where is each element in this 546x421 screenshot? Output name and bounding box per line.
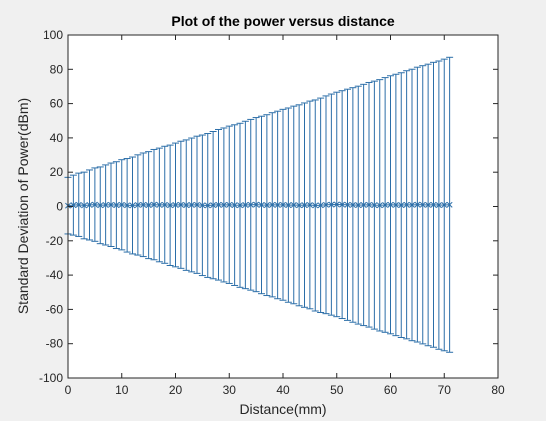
- data-point-marker: [366, 201, 372, 208]
- x-tick-label: 70: [438, 383, 452, 397]
- data-point-marker: [172, 202, 179, 208]
- x-tick-label: 10: [115, 383, 129, 397]
- mean-line: [67, 203, 450, 207]
- y-tick-label: 80: [50, 62, 64, 76]
- data-point-marker: [344, 201, 351, 208]
- data-point-marker: [177, 201, 184, 208]
- data-point-marker: [194, 201, 200, 208]
- data-point-marker: [274, 202, 281, 208]
- data-point-marker: [285, 202, 292, 209]
- data-point-marker: [81, 202, 88, 209]
- data-point-marker: [220, 202, 227, 208]
- x-tick-label: 60: [384, 383, 398, 397]
- data-point-marker: [409, 202, 415, 208]
- data-point-marker: [242, 202, 249, 208]
- x-tick-label: 0: [65, 383, 72, 397]
- data-point-marker: [226, 201, 233, 208]
- data-point-marker: [237, 202, 243, 209]
- data-point-marker: [392, 202, 399, 208]
- x-tick-label: 80: [491, 383, 505, 397]
- data-point-marker: [97, 202, 104, 209]
- data-point-marker: [253, 201, 260, 208]
- data-point-marker: [323, 201, 329, 208]
- y-tick-label: 60: [50, 97, 64, 111]
- data-point-marker: [414, 201, 421, 208]
- y-tick-label: -60: [46, 302, 64, 316]
- data-point-marker: [355, 202, 362, 209]
- data-point-marker: [339, 201, 346, 208]
- data-point-marker: [258, 202, 265, 208]
- data-point-marker: [263, 202, 270, 209]
- data-point-marker: [199, 202, 206, 209]
- data-point-marker: [204, 202, 211, 209]
- data-point-marker: [145, 202, 152, 209]
- data-point-marker: [425, 202, 432, 208]
- data-point-marker: [430, 201, 437, 208]
- y-tick-label: 40: [50, 131, 64, 145]
- data-point-marker: [167, 202, 174, 209]
- data-point-marker: [446, 201, 453, 208]
- data-point-marker: [317, 202, 324, 209]
- x-tick-label: 50: [330, 383, 344, 397]
- y-axis-label: Standard Deviation of Power(dBm): [15, 98, 31, 314]
- x-axis-label: Distance(mm): [239, 401, 326, 417]
- data-point-marker: [91, 201, 98, 208]
- data-point-marker: [113, 202, 120, 209]
- axes: 0 10 20 30 40 50 60 70 80 -100 -80 -60 -40 -20 0 20 40 60…: [39, 28, 505, 397]
- x-tick-label: 40: [276, 383, 290, 397]
- data-series: [64, 56, 454, 353]
- y-tick-label: 20: [50, 165, 64, 179]
- data-point-marker: [140, 201, 147, 208]
- data-point-marker: [210, 202, 217, 209]
- data-point-marker: [371, 202, 378, 209]
- data-point-marker: [398, 202, 405, 209]
- data-point-marker: [118, 201, 125, 208]
- data-point-marker: [269, 201, 276, 208]
- y-tick-label: -20: [46, 234, 64, 248]
- y-tick-label: -40: [46, 268, 64, 282]
- data-point-marker: [102, 202, 109, 208]
- data-point-marker: [86, 202, 93, 208]
- y-tick-label: -80: [46, 337, 64, 351]
- data-point-marker: [441, 202, 448, 208]
- data-point-marker: [231, 202, 238, 209]
- data-point-marker: [296, 202, 303, 209]
- data-point-marker: [188, 202, 195, 208]
- data-point-marker: [183, 202, 190, 209]
- data-point-marker: [124, 202, 131, 209]
- data-point-marker: [382, 202, 389, 208]
- data-point-marker: [129, 202, 136, 209]
- data-point-marker: [328, 201, 335, 208]
- data-point-marker: [387, 201, 394, 208]
- data-point-marker: [312, 202, 319, 209]
- data-point-marker: [247, 201, 254, 208]
- data-point-marker: [108, 201, 114, 208]
- x-tick-label: 30: [223, 383, 237, 397]
- data-point-marker: [156, 202, 163, 208]
- data-point-marker: [301, 202, 308, 209]
- y-tick-label: 100: [43, 28, 63, 42]
- data-point-marker: [333, 201, 340, 208]
- data-point-marker: [290, 202, 297, 208]
- data-point-marker: [134, 202, 141, 208]
- data-point-marker: [161, 201, 168, 208]
- data-point-marker: [360, 202, 367, 208]
- data-point-marker: [435, 202, 442, 209]
- data-point-marker: [349, 202, 356, 208]
- data-point-marker: [215, 201, 222, 208]
- y-tick-label: 0: [56, 200, 63, 214]
- data-point-marker: [280, 201, 286, 208]
- data-point-marker: [151, 201, 157, 208]
- data-point-marker: [419, 201, 426, 208]
- data-point-marker: [376, 202, 383, 209]
- y-tick-label: -100: [39, 371, 63, 385]
- data-point-marker: [75, 201, 82, 208]
- chart-title: Plot of the power versus distance: [171, 13, 394, 29]
- data-point-marker: [403, 201, 410, 208]
- data-point-marker: [306, 202, 313, 208]
- x-tick-label: 20: [169, 383, 183, 397]
